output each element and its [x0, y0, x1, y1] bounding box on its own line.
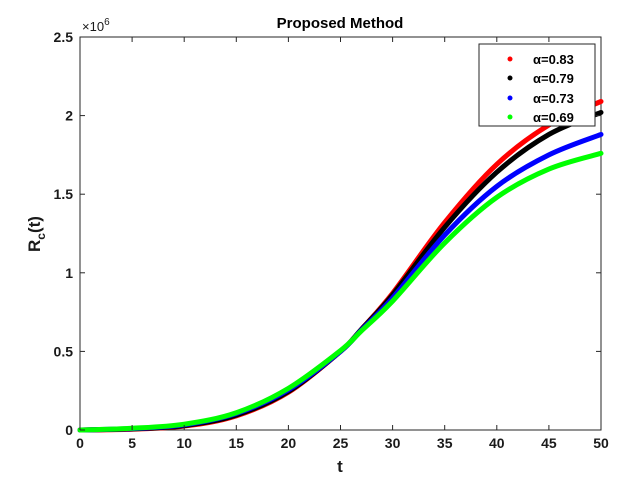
series-line-3 — [77, 150, 604, 433]
y-tick-label: 1.5 — [54, 186, 74, 202]
y-axis-title: Rc(t) — [25, 216, 48, 252]
x-tick-label: 0 — [76, 435, 84, 451]
x-tick-label: 5 — [128, 435, 136, 451]
y-tick-label: 1 — [65, 265, 73, 281]
x-tick-label: 50 — [593, 435, 609, 451]
chart-title: Proposed Method — [277, 15, 404, 32]
x-tick-label: 15 — [229, 435, 245, 451]
x-tick-label: 20 — [281, 435, 297, 451]
y-axis-title-suffix: (t) — [25, 216, 44, 233]
x-tick-label: 25 — [333, 435, 349, 451]
x-axis-title: t — [337, 457, 343, 476]
legend-label-1: α=0.79 — [533, 71, 574, 86]
y-multiplier-exponent: 6 — [104, 17, 110, 28]
y-tick-label: 0.5 — [54, 343, 74, 359]
x-tick-label: 40 — [489, 435, 505, 451]
y-tick-label: 0 — [65, 422, 73, 438]
legend-label-0: α=0.83 — [533, 52, 574, 67]
y-tick-label: 2.5 — [54, 29, 74, 45]
legend-box — [478, 43, 596, 127]
y-multiplier: ×106 — [82, 17, 110, 34]
y-axis-title-main: R — [25, 240, 44, 252]
legend-marker-2 — [507, 95, 513, 101]
x-tick-label: 10 — [176, 435, 192, 451]
y-multiplier-base: ×10 — [82, 19, 104, 34]
y-tick-label: 2 — [65, 108, 73, 124]
x-tick-label: 35 — [437, 435, 453, 451]
y-axis-title-sub: c — [34, 233, 48, 240]
x-tick-label: 30 — [385, 435, 401, 451]
legend: α=0.83 α=0.79 α=0.73 α=0.69 — [478, 43, 596, 127]
legend-marker-0 — [507, 56, 513, 62]
x-tick-label: 45 — [541, 435, 557, 451]
ticks-layer: 0 5 10 15 20 25 30 35 40 45 50 0 0.5 1 1.5 2 2.5 — [54, 29, 609, 451]
legend-marker-3 — [507, 114, 513, 120]
legend-marker-1 — [507, 75, 513, 81]
legend-label-3: α=0.69 — [533, 110, 574, 125]
legend-label-2: α=0.73 — [533, 91, 574, 106]
